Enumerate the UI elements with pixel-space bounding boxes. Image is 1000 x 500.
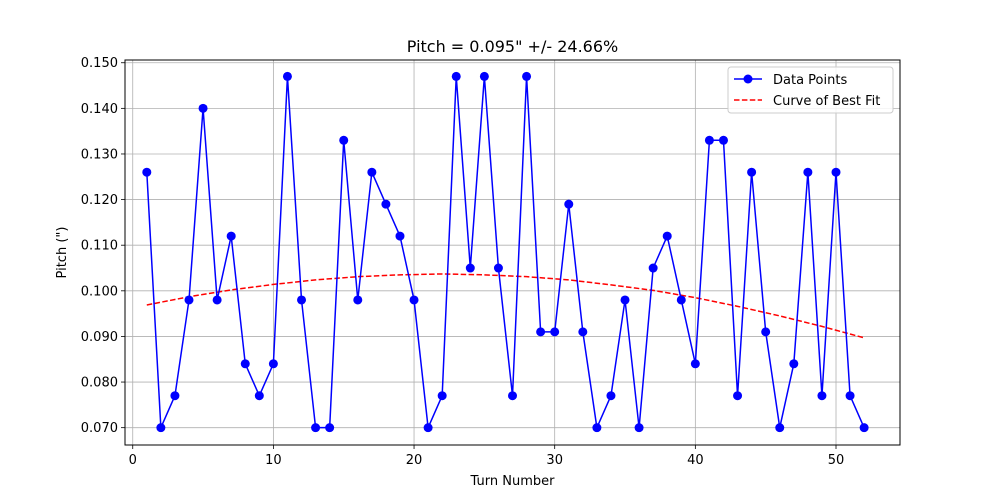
data-point [381,199,391,209]
y-tick-label: 0.080 [81,376,118,391]
data-point [648,263,658,273]
data-point [550,327,560,337]
data-point [212,295,222,305]
data-point [311,423,321,433]
y-axis-label: Pitch (") [55,227,70,279]
data-point [789,359,799,369]
data-point [493,263,503,273]
y-tick-label: 0.070 [81,421,118,436]
data-point [465,263,475,273]
data-point [142,167,152,177]
x-tick-label: 40 [687,453,704,468]
x-tick-label: 20 [406,453,423,468]
data-point [761,327,771,337]
data-point [859,423,869,433]
data-point [184,295,194,305]
data-point [508,391,517,401]
data-point [718,135,728,145]
x-tick-label: 30 [546,453,563,468]
data-point [747,167,757,177]
data-point [240,359,250,369]
data-point [297,295,307,305]
data-point [254,391,264,401]
data-point [704,135,714,145]
data-points-line [146,75,865,429]
legend-data-label: Data Points [773,73,847,88]
data-point [845,391,855,401]
best-fit-curve [146,273,865,339]
data-points-series [142,71,869,433]
data-point [226,231,236,241]
legend-fit-label: Curve of Best Fit [773,94,880,109]
x-axis-ticks: 0 10 20 30 40 50 [129,445,845,468]
legend: Data Points Curve of Best Fit [727,66,894,114]
data-point [606,391,616,401]
x-axis-label: Turn Number [470,474,556,489]
data-point [775,423,785,433]
x-tick-label: 0 [129,453,137,468]
data-point [170,391,180,401]
data-point [522,71,532,81]
data-point [451,71,461,81]
legend-box [727,66,894,114]
legend-data-marker-swatch [743,74,753,84]
data-point [620,295,630,305]
data-point [325,423,335,433]
data-point [156,423,166,433]
data-point [634,423,644,433]
best-fit-series [146,273,865,339]
x-tick-label: 50 [828,453,845,468]
plot-frame [124,59,901,446]
data-point [662,231,672,241]
data-point [536,327,546,337]
y-tick-label: 0.120 [81,193,118,208]
y-tick-label: 0.110 [81,239,118,254]
data-point [198,103,208,113]
data-point [423,423,433,433]
data-point [733,391,743,401]
data-point [578,327,588,337]
y-axis-ticks: 0.070 0.080 0.090 0.100 0.110 0.120 0.130 0.140… [81,56,125,436]
data-point [817,391,827,401]
data-point [409,295,419,305]
data-point [831,167,841,177]
data-point [592,423,602,433]
data-point [564,199,574,209]
data-point [367,167,377,177]
data-point [339,135,349,145]
y-tick-label: 0.130 [81,147,118,162]
y-tick-label: 0.090 [81,330,118,345]
chart-title: Pitch = 0.095" +/- 24.66% [407,37,618,56]
data-point [437,391,447,401]
data-point [676,295,686,305]
data-point [395,231,405,241]
data-point [479,71,489,81]
data-point [690,359,700,369]
data-point [803,167,813,177]
data-point [268,359,278,369]
data-point [282,71,292,81]
data-point [353,295,363,305]
y-tick-label: 0.100 [81,284,118,299]
y-tick-label: 0.140 [81,102,118,117]
y-tick-label: 0.150 [81,56,118,71]
x-tick-label: 10 [265,453,282,468]
